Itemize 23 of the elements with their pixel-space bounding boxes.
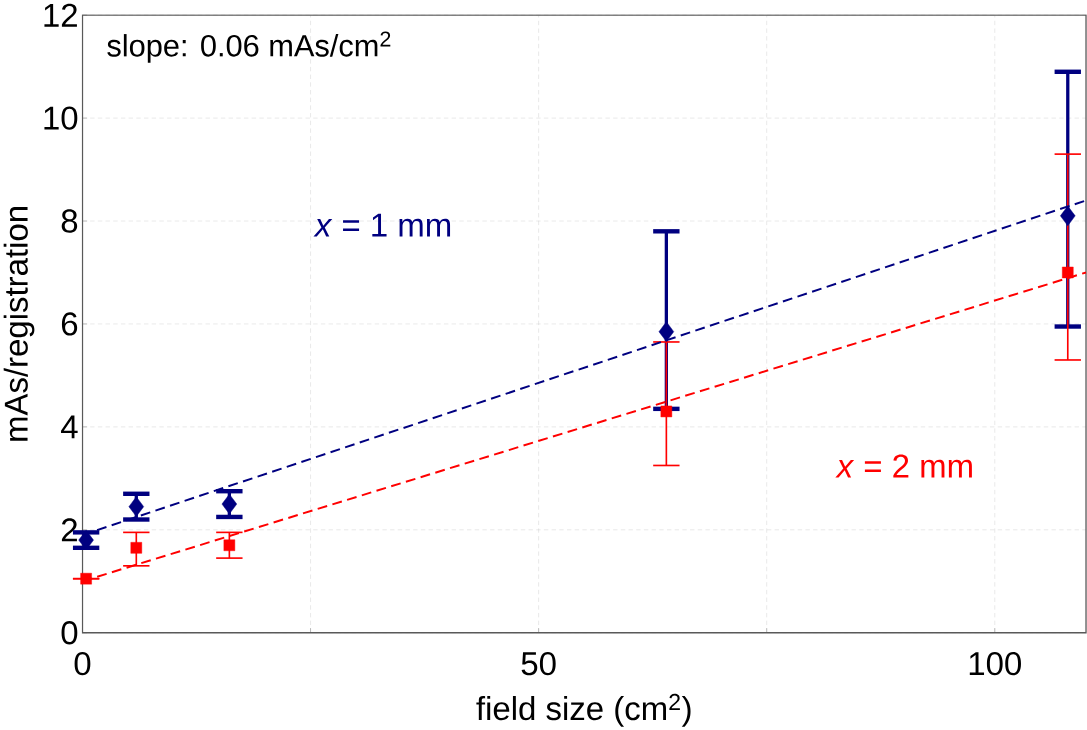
point <box>1060 205 1076 226</box>
point <box>128 496 144 517</box>
x-tick-label: 100 <box>969 651 1021 676</box>
x-axis-title: field size (cm$^{2}$) <box>476 693 691 727</box>
point <box>80 572 92 585</box>
y-tick-label: 8 <box>61 209 78 233</box>
x-tick-label: 50 <box>521 651 556 676</box>
point <box>223 539 236 551</box>
y-tick-label: 2 <box>61 518 77 542</box>
y-tick-label: 10 <box>44 106 78 130</box>
y-tick-label: 12 <box>44 3 77 27</box>
y-tick-label: 6 <box>61 312 78 336</box>
point <box>221 493 237 514</box>
point <box>1062 266 1074 279</box>
text: x = 2 mm <box>835 454 972 478</box>
y-axis-title: mAs/registration <box>3 206 35 441</box>
point <box>658 321 674 342</box>
y-tick-label: 0 <box>61 620 78 645</box>
point <box>130 541 143 554</box>
y-tick-label: 4 <box>61 415 78 439</box>
annotation: slope: 0.06 mAs/cm$^{2}$ <box>107 31 391 63</box>
text: x = 1 mm <box>313 213 451 237</box>
point <box>660 405 673 417</box>
